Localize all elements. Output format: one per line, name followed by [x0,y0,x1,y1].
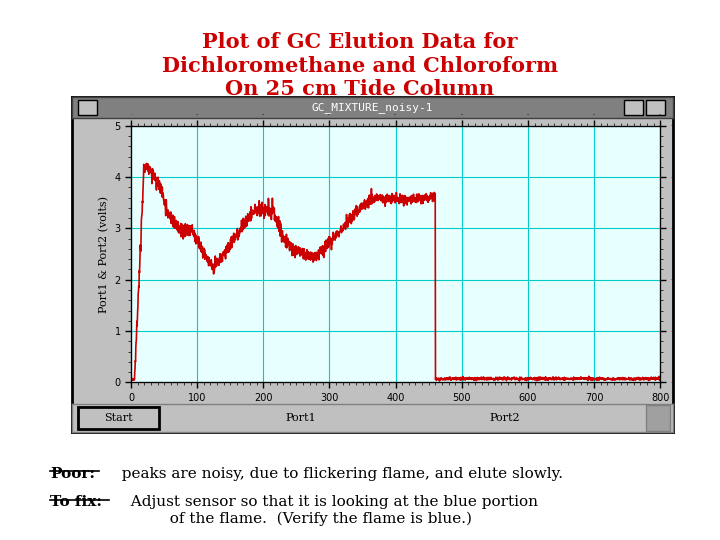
Text: Port2: Port2 [490,413,520,423]
Text: Port1: Port1 [285,413,316,423]
Text: Plot of GC Elution Data for
Dichloromethane and Chloroform
On 25 cm Tide Column: Plot of GC Elution Data for Dichlorometh… [162,32,558,99]
Bar [624,100,643,114]
Text: To fix:: To fix: [50,495,102,509]
Bar [78,100,97,114]
Text: peaks are noisy, due to flickering flame, and elute slowly.: peaks are noisy, due to flickering flame… [112,467,562,481]
Text: Adjust sensor so that it is looking at the blue portion
          of the flame. : Adjust sensor so that it is looking at t… [121,495,538,526]
Text: Start: Start [104,413,132,423]
X-axis label: Time (seconds): Time (seconds) [353,408,438,418]
FancyBboxPatch shape [78,407,159,429]
Text: Poor:: Poor: [50,467,95,481]
Bar [646,100,665,114]
Y-axis label: Port1 & Port2 (volts): Port1 & Port2 (volts) [99,195,109,313]
Bar [646,406,670,430]
Text: GC_MIXTURE_noisy-1: GC_MIXTURE_noisy-1 [312,102,433,113]
